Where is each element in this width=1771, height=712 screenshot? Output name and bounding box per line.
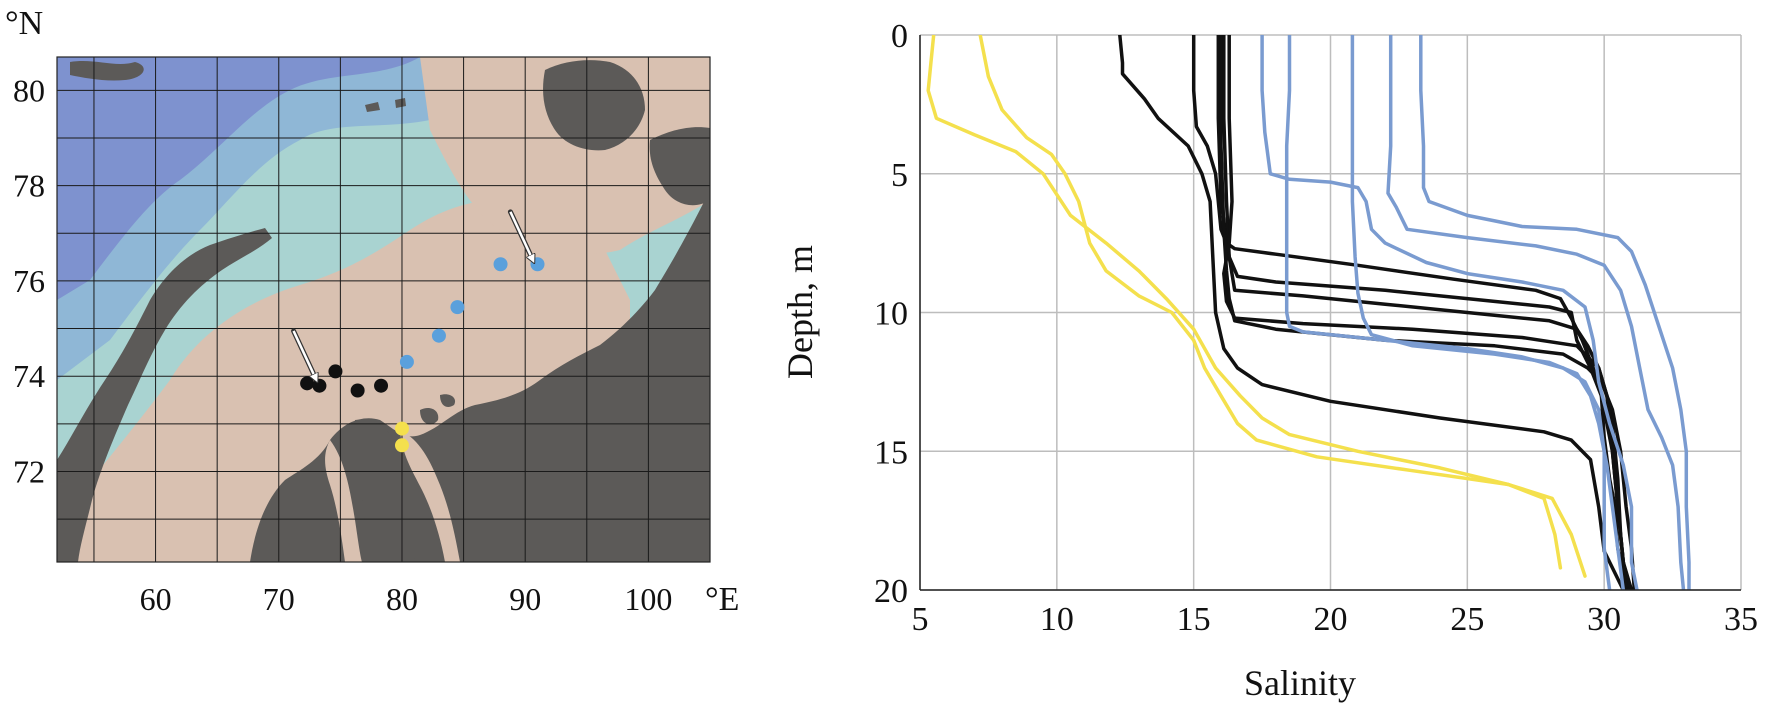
station-blue <box>431 328 446 343</box>
station-blue <box>493 257 508 272</box>
map-panel: 72 74 76 78 80 60 70 80 90 100 °N °E <box>5 5 739 618</box>
land-novaya-zemlya <box>57 228 272 562</box>
salinity-profile-line-10 <box>1284 35 1612 590</box>
x-axis-label: Salinity <box>1244 663 1356 703</box>
station-blue <box>450 300 465 315</box>
map-y-axis-label: °N <box>5 5 43 42</box>
gulf-yenisei <box>400 430 460 562</box>
y-tick-label: 0 <box>891 18 908 55</box>
map-x-tick: 90 <box>509 581 541 617</box>
map-x-tick: 100 <box>624 581 672 617</box>
salinity-profile-line-2 <box>978 35 1587 578</box>
salinity-profile-line-12 <box>1386 35 1686 590</box>
y-tick-label: 10 <box>874 296 908 333</box>
map-x-tick: 60 <box>140 581 172 617</box>
map-x-tick: 80 <box>386 581 418 617</box>
station-arrow <box>292 330 316 379</box>
peninsula-gydan <box>353 419 415 562</box>
x-tick-label: 20 <box>1314 601 1348 638</box>
salinity-profile-line-4 <box>1191 35 1628 590</box>
land-islands <box>395 98 406 108</box>
map-y-tick: 72 <box>13 453 45 489</box>
x-tick-label: 5 <box>912 601 929 638</box>
gulf-ob <box>325 440 362 562</box>
land-islands <box>420 408 439 425</box>
station-arrow <box>509 211 532 260</box>
salinity-profile-panel: 0 5 10 15 20 5 10 15 20 25 30 35 Salinity Depth, m <box>780 18 1758 703</box>
map-x-axis-label: °E <box>705 581 739 618</box>
map-frame <box>56 56 711 563</box>
map-y-tick: 78 <box>13 168 45 204</box>
plot-lines <box>926 35 1691 590</box>
map-x-tick: 70 <box>263 581 295 617</box>
salinity-profile-line-11 <box>1350 35 1626 590</box>
map-x-tick-labels: 60 70 80 90 100 <box>140 581 673 617</box>
x-tick-label: 35 <box>1724 601 1758 638</box>
land-islands <box>440 394 456 407</box>
plot-y-tick-labels: 0 5 10 15 20 <box>874 18 908 610</box>
sea-deep <box>57 57 420 300</box>
y-tick-label: 15 <box>874 434 908 471</box>
station-black <box>300 376 315 391</box>
station-black <box>374 378 389 393</box>
x-tick-label: 30 <box>1587 601 1621 638</box>
map-y-tick-labels: 72 74 76 78 80 <box>13 72 45 489</box>
station-yellow <box>394 438 409 453</box>
station-yellow <box>394 421 409 436</box>
station-black <box>312 378 327 393</box>
y-tick-label: 5 <box>891 157 908 194</box>
x-tick-label: 15 <box>1177 601 1211 638</box>
salinity-profile-line-3 <box>1118 35 1626 590</box>
plot-grid <box>919 34 1742 591</box>
plot-x-tick-labels: 5 10 15 20 25 30 35 <box>912 601 1759 638</box>
map-y-tick: 74 <box>13 358 45 394</box>
salinity-profile-line-8 <box>1219 35 1637 590</box>
x-tick-label: 10 <box>1040 601 1074 638</box>
station-black <box>350 383 365 398</box>
salinity-profile-line-7 <box>1222 35 1628 590</box>
station-blue <box>399 354 414 369</box>
salinity-profile-line-9 <box>1260 35 1639 590</box>
x-tick-label: 25 <box>1450 601 1484 638</box>
land-islands <box>365 102 380 112</box>
map-area <box>57 57 710 562</box>
y-axis-label: Depth, m <box>780 245 820 379</box>
map-arrows <box>291 209 533 379</box>
land-severnaya-zemlya <box>543 60 645 151</box>
y-tick-label: 20 <box>874 573 908 610</box>
plot-frame <box>919 35 1741 591</box>
salinity-profile-line-13 <box>1419 35 1691 590</box>
station-black <box>328 364 343 379</box>
salinity-profile-line-1 <box>926 35 1563 570</box>
land-islands <box>70 61 144 81</box>
map-y-tick: 80 <box>13 72 45 108</box>
map-y-tick: 76 <box>13 263 45 299</box>
